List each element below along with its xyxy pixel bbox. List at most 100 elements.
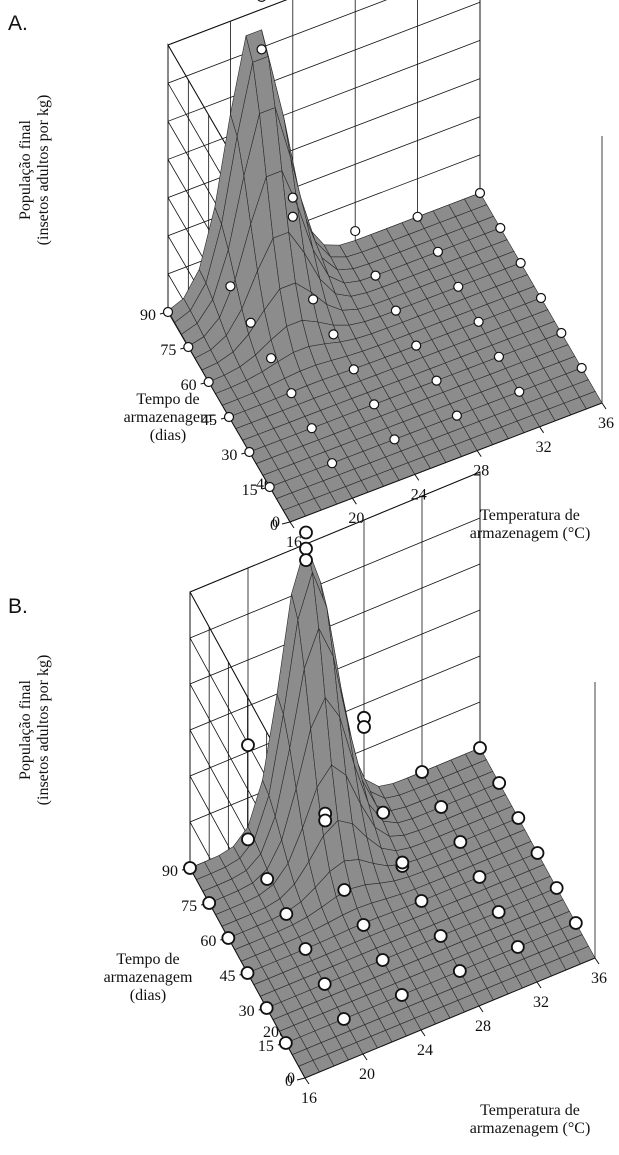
data-point [241, 832, 255, 847]
x-tick [351, 497, 357, 505]
x-axis-title-line: armazenagem (°C) [470, 1120, 591, 1137]
data-point [376, 805, 391, 820]
x-tick [539, 426, 545, 434]
data-point [474, 187, 486, 199]
data-point [389, 434, 400, 445]
data-point [411, 340, 422, 351]
surface [167, 29, 603, 523]
y-tick-label: 30 [221, 447, 237, 464]
x-tick-label: 36 [591, 970, 607, 987]
x-tick-label: 28 [473, 463, 489, 480]
data-point [202, 896, 217, 910]
data-point [414, 894, 429, 908]
data-point [287, 192, 298, 203]
data-point [287, 211, 298, 222]
data-point [348, 364, 359, 375]
y-axis-title-line: Tempo de [116, 951, 179, 968]
x-axis-line [304, 957, 596, 1079]
z-axis-title-line: População final [17, 679, 34, 780]
data-point [183, 861, 197, 875]
y-tick [296, 1077, 306, 1081]
data-point [245, 317, 256, 328]
z-tick-label: 0 [272, 514, 280, 531]
data-point [549, 881, 564, 895]
y-tick-label: 45 [220, 968, 236, 985]
data-point [556, 327, 567, 339]
panel-a: A.04008001200160020002400280016202428323… [8, 0, 614, 551]
data-point [278, 1036, 293, 1050]
surface [189, 543, 596, 1079]
x-axis-title-line: Temperatura de [480, 1102, 580, 1119]
y-axis-title-line: (dias) [130, 987, 166, 1004]
x-axis-line [289, 402, 603, 523]
observed-points [162, 0, 587, 493]
data-point [299, 525, 313, 540]
data-point [317, 977, 332, 991]
y-tick-label: 15 [258, 1038, 274, 1055]
data-point [265, 353, 277, 364]
data-point [308, 294, 319, 305]
data-point [240, 966, 255, 980]
panel-label: B. [8, 595, 28, 618]
data-point [326, 458, 338, 469]
data-point [286, 388, 297, 399]
y-tick-label: 15 [242, 482, 258, 499]
y-tick-label: 0 [285, 1073, 293, 1090]
data-point [259, 1001, 274, 1015]
data-point [431, 375, 442, 386]
data-point [472, 870, 487, 884]
data-point [369, 399, 380, 410]
data-point [260, 872, 275, 886]
data-point [511, 811, 526, 825]
y-tick-label: 90 [140, 307, 156, 324]
y-tick [281, 521, 291, 525]
data-point [473, 316, 484, 327]
x-tick [420, 1029, 426, 1037]
data-point [451, 410, 462, 421]
data-point [491, 905, 506, 919]
z-axis-title: População final(insetos adultos por kg) [17, 95, 52, 246]
x-tick-label: 36 [598, 415, 614, 432]
data-point [576, 362, 587, 374]
x-tick [536, 981, 542, 989]
data-point [510, 940, 525, 954]
data-point [453, 281, 464, 292]
data-point [356, 918, 371, 932]
data-point [495, 222, 506, 234]
data-point [162, 306, 174, 318]
y-tick-label: 60 [181, 377, 197, 394]
x-tick [289, 521, 295, 529]
x-tick-label: 28 [475, 1018, 491, 1035]
data-point [433, 929, 448, 943]
y-tick-label: 75 [160, 342, 176, 359]
x-tick [478, 1005, 484, 1013]
x-axis-title-line: Temperatura de [480, 507, 580, 524]
data-point [434, 800, 449, 814]
data-point [493, 351, 505, 362]
data-point [328, 329, 339, 340]
data-point [257, 0, 266, 3]
y-tick-label: 45 [201, 412, 217, 429]
data-point [514, 386, 525, 397]
data-point [221, 931, 236, 945]
data-point [515, 257, 526, 269]
x-tick-label: 32 [533, 994, 549, 1011]
data-point [299, 541, 313, 556]
x-tick-label: 24 [417, 1042, 433, 1059]
x-tick [601, 402, 607, 410]
x-tick-label: 32 [536, 439, 552, 456]
x-axis-title-line: armazenagem (°C) [470, 525, 591, 542]
data-point [256, 44, 267, 55]
x-tick [414, 474, 420, 481]
y-tick-label: 75 [181, 898, 197, 915]
data-point [223, 411, 235, 423]
data-point [357, 720, 371, 734]
data-point [395, 855, 410, 870]
data-point [394, 988, 409, 1002]
data-point [279, 907, 294, 921]
y-axis-title-line: Tempo de [136, 391, 199, 408]
x-tick [476, 450, 482, 457]
data-point [298, 942, 313, 956]
z-axis-title-line: (insetos adultos por kg) [35, 655, 52, 806]
